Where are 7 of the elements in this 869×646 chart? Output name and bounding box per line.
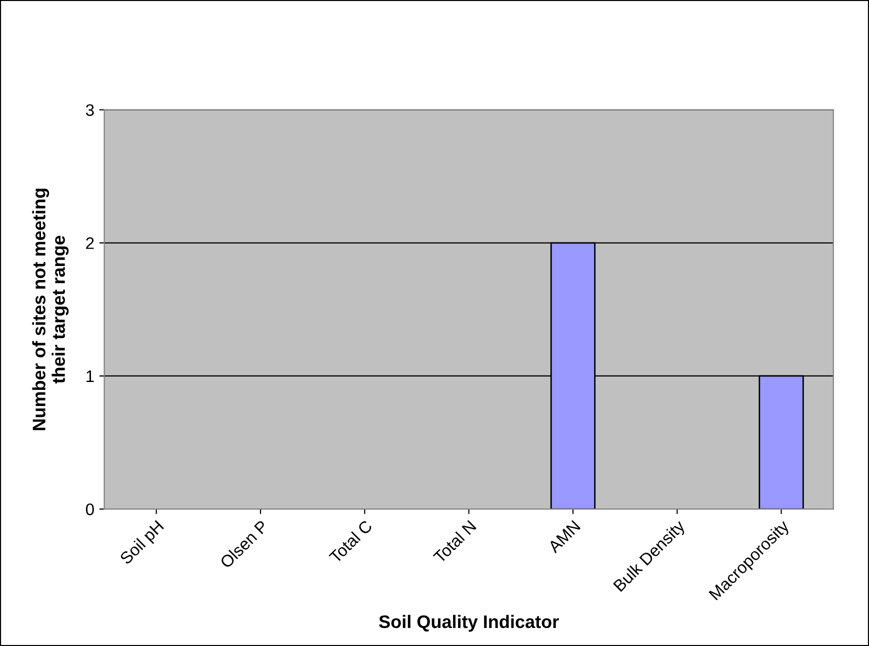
x-tick-label: Soil pH xyxy=(118,520,166,568)
y-tick-label: 1 xyxy=(86,370,94,382)
x-axis-title: Soil Quality Indicator xyxy=(379,614,559,632)
y-axis-title: Number of sites not meeting their target range xyxy=(32,188,69,430)
y-tick-label: 3 xyxy=(86,104,94,116)
y-tick-label: 0 xyxy=(86,503,94,516)
y-tick-label: 2 xyxy=(86,237,94,249)
